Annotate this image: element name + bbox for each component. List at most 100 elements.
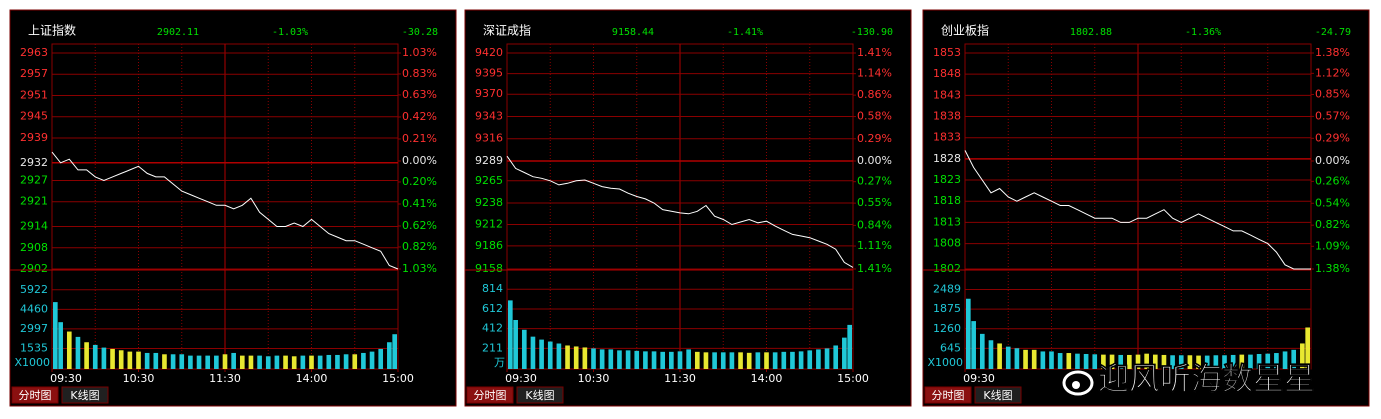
volume-bar xyxy=(966,298,971,369)
time-tick-label: 09:30 xyxy=(505,372,537,385)
volume-bar xyxy=(508,300,513,369)
volume-bar xyxy=(816,349,821,369)
tab-label[interactable]: K线图 xyxy=(525,388,554,402)
volume-bar xyxy=(556,343,562,369)
tab-label[interactable]: 分时图 xyxy=(932,389,965,402)
index-panel: 创业板指 1802.88 -1.36% -24.79 1853 1848 1843 1838 1… xyxy=(922,9,1370,407)
volume-bar xyxy=(127,351,133,369)
volume-unit: X1000 xyxy=(927,356,963,369)
volume-bar xyxy=(824,348,830,369)
volume-tick-label: 814 xyxy=(482,282,503,295)
volume-bar xyxy=(1135,354,1141,369)
index-title: 深证成指 xyxy=(483,23,531,38)
price-tick-label: 1843 xyxy=(933,88,961,101)
volume-bar xyxy=(326,354,332,369)
volume-bar xyxy=(309,355,314,369)
price-tick-label: 9212 xyxy=(475,217,503,230)
volume-bar xyxy=(1127,354,1132,369)
tab xyxy=(61,386,109,404)
volume-bar xyxy=(651,351,657,369)
price-line xyxy=(964,150,1311,270)
price-tick-label: 9265 xyxy=(475,174,503,187)
time-tick-label: 11:30 xyxy=(664,372,696,385)
tab-label[interactable]: 分时图 xyxy=(474,389,507,402)
volume-bar xyxy=(1075,353,1080,369)
volume-tick-label: 2489 xyxy=(933,283,961,296)
volume-bar xyxy=(343,354,349,369)
volume-bar xyxy=(625,350,631,369)
price-tick-label: 9289 xyxy=(475,154,503,167)
volume-bar xyxy=(1101,354,1106,369)
percent-tick-label: 0.00% xyxy=(402,154,437,167)
percent-tick-label: 0.57% xyxy=(1315,109,1350,122)
percent-tick-label: 1.03% xyxy=(402,46,437,59)
price-tick-label: 2908 xyxy=(20,241,48,254)
tab xyxy=(924,386,972,404)
volume-bar xyxy=(1014,348,1020,369)
price-tick-label: 9158 xyxy=(475,262,503,275)
price-tick-label: 1818 xyxy=(933,194,961,207)
tab-label[interactable]: K线图 xyxy=(983,388,1012,402)
volume-bar xyxy=(335,354,340,369)
time-tick-label: 11:30 xyxy=(209,372,241,385)
price-tick-label: 9420 xyxy=(475,46,503,59)
volume-bar xyxy=(988,340,994,369)
change-value: -130.90 xyxy=(851,27,893,38)
volume-bar xyxy=(274,355,280,369)
change-percent: -1.03% xyxy=(272,27,308,38)
volume-bar xyxy=(265,356,271,369)
time-tick-label: 14:00 xyxy=(751,372,783,385)
volume-bar xyxy=(1066,353,1072,369)
volume-bar xyxy=(530,336,536,369)
volume-bar xyxy=(997,343,1002,369)
volume-bar xyxy=(1222,355,1227,369)
volume-bar xyxy=(513,319,518,369)
volume-bar xyxy=(1230,354,1236,369)
volume-bar xyxy=(1144,353,1149,369)
volume-bar xyxy=(118,350,124,369)
tab-label[interactable]: 分时图 xyxy=(19,389,52,402)
time-tick-label: 10:30 xyxy=(578,372,610,385)
volume-bar xyxy=(599,349,605,369)
volume-bar xyxy=(1274,353,1279,369)
tab xyxy=(974,386,1022,404)
volume-bar xyxy=(1187,355,1193,369)
volume-bar xyxy=(361,352,366,369)
volume-unit: 万 xyxy=(494,356,505,369)
index-panel: 深证成指 9158.44 -1.41% -130.90 9420 9395 9370 9343… xyxy=(464,9,912,407)
tab xyxy=(516,386,564,404)
volume-tick-label: 2997 xyxy=(20,322,48,335)
volume-bar xyxy=(738,352,743,369)
volume-bar xyxy=(1204,355,1210,369)
percent-tick-label: 1.14% xyxy=(857,67,892,80)
volume-bar xyxy=(1300,343,1305,369)
volume-bar xyxy=(1305,327,1310,369)
change-percent: -1.41% xyxy=(727,27,763,38)
change-percent: -1.36% xyxy=(1185,27,1221,38)
volume-bar xyxy=(101,347,107,369)
percent-tick-label: 0.54% xyxy=(1315,196,1350,209)
volume-bar xyxy=(1282,351,1288,369)
percent-tick-label: 0.42% xyxy=(402,110,437,123)
volume-bar xyxy=(179,354,185,369)
volume-tick-label: 1260 xyxy=(933,322,961,335)
index-title: 上证指数 xyxy=(28,23,76,38)
volume-bar xyxy=(205,355,211,369)
percent-tick-label: 0.26% xyxy=(1315,174,1350,187)
volume-tick-label: 1875 xyxy=(933,302,961,315)
tab-label[interactable]: K线图 xyxy=(70,388,99,402)
price-tick-label: 2939 xyxy=(20,131,48,144)
percent-tick-label: 0.00% xyxy=(1315,154,1350,167)
volume-bar xyxy=(617,350,622,369)
volume-bar xyxy=(729,352,735,369)
volume-bar xyxy=(772,352,778,369)
volume-bar xyxy=(781,351,787,369)
time-tick-label: 09:30 xyxy=(50,372,82,385)
volume-bar xyxy=(75,336,81,369)
volume-bar xyxy=(153,352,159,369)
volume-bar xyxy=(1092,354,1098,369)
volume-bar xyxy=(248,355,254,369)
percent-tick-label: 0.29% xyxy=(857,132,892,145)
tab xyxy=(466,386,514,404)
